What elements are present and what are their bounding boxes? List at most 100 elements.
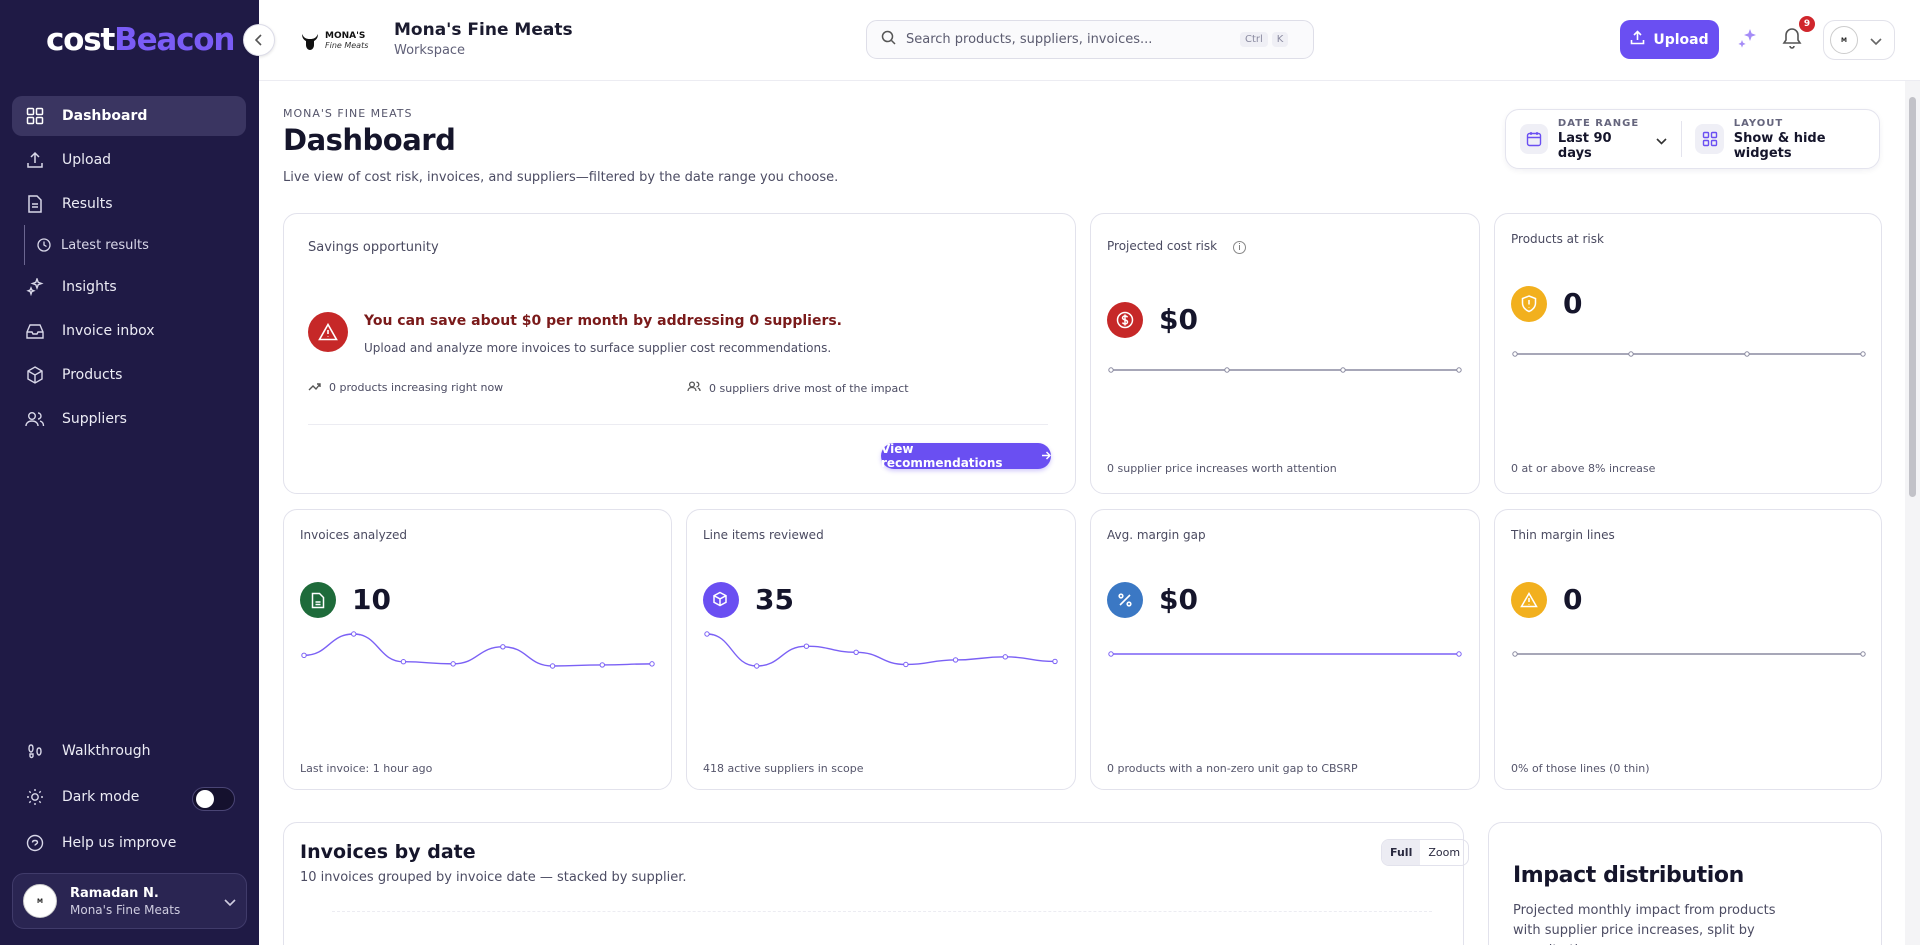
date-range-selector[interactable]: DATE RANGE Last 90 days <box>1506 110 1667 168</box>
products-risk-title: Products at risk <box>1511 232 1604 246</box>
search-input[interactable] <box>906 32 1236 47</box>
suppliers-impact-stat: 0 suppliers drive most of the impact <box>687 381 909 395</box>
footsteps-icon <box>25 741 45 761</box>
sparkline-point <box>1860 651 1866 657</box>
info-icon[interactable]: i <box>1233 241 1246 254</box>
avg-margin-gap-card[interactable]: Avg. margin gap $0 0 products with a non… <box>1090 509 1480 790</box>
sparkline-point <box>301 652 307 659</box>
package-search-icon <box>703 582 739 618</box>
workspace-name: Mona's Fine Meats <box>394 20 573 40</box>
products-risk-value: 0 <box>1563 287 1583 320</box>
layout-label: LAYOUT <box>1733 117 1784 129</box>
impact-subtitle: Projected monthly impact from products w… <box>1513 903 1776 945</box>
main-content: MONA'S FINE MEATS Dashboard Live view of… <box>259 81 1905 945</box>
impact-title: Impact distribution <box>1513 863 1744 888</box>
products-increasing-stat: 0 products increasing right now <box>308 381 503 394</box>
walkthrough-link[interactable]: Walkthrough <box>12 731 246 771</box>
app-logo[interactable]: costBeacon <box>46 22 235 58</box>
page-subtitle: Live view of cost risk, invoices, and su… <box>283 170 839 185</box>
savings-title: Savings opportunity <box>308 240 439 255</box>
clock-icon <box>37 238 51 252</box>
ai-sparkle-icon[interactable] <box>1735 26 1761 56</box>
margin-gap-foot: 0 products with a non-zero unit gap to C… <box>1107 762 1358 775</box>
stat-suppliers-label: 0 suppliers drive most of the impact <box>709 381 909 395</box>
workspace-label: Workspace <box>394 43 466 58</box>
layout-selector[interactable]: LAYOUT Show & hide widgets <box>1681 110 1879 168</box>
sparkline-point <box>803 643 810 649</box>
bell-icon[interactable] <box>1782 27 1802 53</box>
help-link[interactable]: Help us improve <box>12 823 246 863</box>
shield-alert-icon <box>1511 286 1547 322</box>
sidebar-item-upload[interactable]: Upload <box>12 140 246 180</box>
sparkline-point <box>1456 651 1462 657</box>
sparkline-point <box>549 663 556 669</box>
view-recommendations-button[interactable]: View recommendations <box>881 442 1052 470</box>
thin-margin-card[interactable]: Thin margin lines 0 0% of those lines (0… <box>1494 509 1882 790</box>
sidebar-item-invoice-inbox[interactable]: Invoice inbox <box>12 311 246 351</box>
sparkline-point <box>500 644 506 650</box>
cost-risk-foot: 0 supplier price increases worth attenti… <box>1107 462 1337 475</box>
workspace-logo: MONA'S Fine Meats <box>299 26 369 56</box>
sparkline-point <box>450 661 456 667</box>
dashboard-controls: DATE RANGE Last 90 days LAYOUT Show & hi… <box>1505 109 1880 169</box>
mode-zoom-button[interactable]: Zoom <box>1428 846 1461 859</box>
savings-sub: Upload and analyze more invoices to surf… <box>364 341 832 355</box>
sparkline-point <box>599 662 605 668</box>
savings-opportunity-card: Savings opportunity You can save about $… <box>283 213 1076 494</box>
projected-cost-risk-card[interactable]: Projected cost risk i $0 0 supplier pric… <box>1090 213 1480 494</box>
products-at-risk-card[interactable]: Products at risk 0 0 at or above 8% incr… <box>1494 213 1882 494</box>
sparkline-point <box>1052 658 1058 665</box>
sparkline-point <box>1456 367 1462 373</box>
sidebar-item-insights[interactable]: Insights <box>12 267 246 307</box>
cost-risk-title: Projected cost risk <box>1107 239 1218 253</box>
walkthrough-label: Walkthrough <box>62 743 151 759</box>
sparkline-point <box>1628 351 1634 357</box>
invoices-analyzed-card[interactable]: Invoices analyzed 10 Last invoice: 1 hou… <box>283 509 672 790</box>
dark-mode-toggle[interactable] <box>192 787 235 811</box>
sidebar-item-label: Insights <box>62 279 117 295</box>
sparkle-icon <box>25 277 45 297</box>
sidebar-item-suppliers[interactable]: Suppliers <box>12 399 246 439</box>
sparkline-point <box>754 663 760 669</box>
chevron-down-icon <box>1655 130 1667 149</box>
users-icon <box>25 409 45 429</box>
sparkline-path <box>303 633 653 667</box>
sparkline-point <box>1744 351 1750 357</box>
page-scrollbar[interactable] <box>1905 81 1920 945</box>
sparkline-point <box>400 659 407 665</box>
search-bar[interactable]: Ctrl K <box>866 20 1314 59</box>
calendar-icon <box>1520 124 1548 154</box>
avatar: M <box>23 884 57 918</box>
account-menu[interactable]: M <box>1823 20 1895 60</box>
scrollbar-thumb[interactable] <box>1909 97 1916 497</box>
margin-gap-title: Avg. margin gap <box>1107 528 1206 542</box>
gridline <box>332 911 1432 912</box>
line-items-value: 35 <box>755 583 794 616</box>
upload-button-label: Upload <box>1653 31 1709 48</box>
kbd-ctrl: Ctrl <box>1240 32 1268 47</box>
sidebar-item-products[interactable]: Products <box>12 355 246 395</box>
sparkline-point <box>853 649 859 655</box>
user-workspace: Mona's Fine Meats <box>70 902 181 917</box>
sidebar-item-results[interactable]: Results <box>12 184 246 224</box>
invoices-by-date-card: Invoices by date 10 invoices grouped by … <box>283 822 1470 945</box>
sidebar-subitem-latest-results[interactable]: Latest results <box>24 225 224 265</box>
sparkline-point <box>1340 367 1346 373</box>
collapse-sidebar-button[interactable] <box>243 24 275 56</box>
sidebar-item-dashboard[interactable]: Dashboard <box>12 96 246 136</box>
user-menu[interactable]: M Ramadan N. Mona's Fine Meats <box>12 873 247 929</box>
page-eyebrow: MONA'S FINE MEATS <box>283 107 413 120</box>
inbox-icon <box>25 321 45 341</box>
impact-distribution-card: Impact distribution Projected monthly im… <box>1488 822 1882 945</box>
search-icon <box>881 30 896 49</box>
mode-full-button[interactable]: Full <box>1382 840 1421 865</box>
bull-icon <box>302 34 318 50</box>
upload-button[interactable]: Upload <box>1620 20 1719 59</box>
sparkline-point <box>704 631 710 637</box>
dark-mode-row: Dark mode <box>12 777 182 817</box>
chevron-down-icon <box>224 892 236 911</box>
arrow-right-icon <box>1041 449 1052 463</box>
line-items-card[interactable]: Line items reviewed 35 418 active suppli… <box>686 509 1076 790</box>
layout-value: Show & hide widgets <box>1733 130 1826 161</box>
sparkline-point <box>1108 367 1114 373</box>
